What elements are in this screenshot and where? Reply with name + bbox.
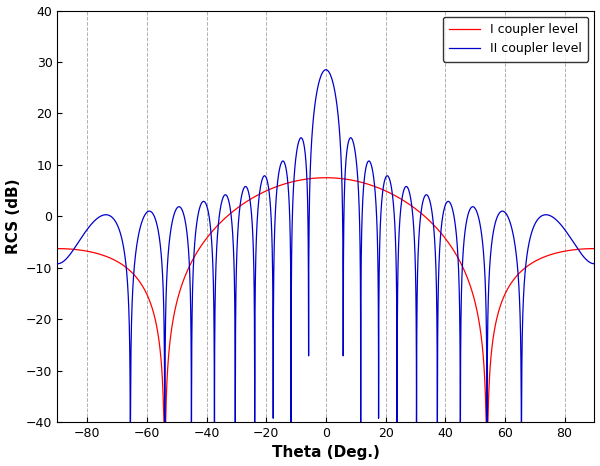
I coupler level	[160, 419, 167, 425]
I coupler level	[322, 175, 329, 180]
I coupler level	[81, 248, 88, 254]
II coupler level	[481, 261, 488, 267]
I coupler level	[452, 251, 459, 256]
II coupler level	[591, 261, 598, 267]
II coupler level	[127, 419, 134, 425]
II coupler level	[395, 239, 403, 245]
I coupler level	[591, 246, 598, 251]
II coupler level	[452, 225, 459, 231]
X-axis label: Theta (Deg.): Theta (Deg.)	[272, 445, 380, 460]
Y-axis label: RCS (dB): RCS (dB)	[5, 178, 20, 254]
I coupler level	[371, 184, 379, 190]
II coupler level	[248, 216, 256, 221]
II coupler level	[54, 261, 61, 267]
II coupler level	[81, 231, 88, 236]
Legend: I coupler level, II coupler level: I coupler level, II coupler level	[443, 17, 588, 62]
II coupler level	[371, 191, 379, 197]
Line: I coupler level: I coupler level	[58, 178, 595, 422]
I coupler level	[248, 196, 256, 201]
I coupler level	[481, 369, 488, 375]
II coupler level	[322, 67, 329, 73]
I coupler level	[54, 246, 61, 251]
I coupler level	[395, 195, 403, 200]
Line: II coupler level: II coupler level	[58, 70, 595, 422]
